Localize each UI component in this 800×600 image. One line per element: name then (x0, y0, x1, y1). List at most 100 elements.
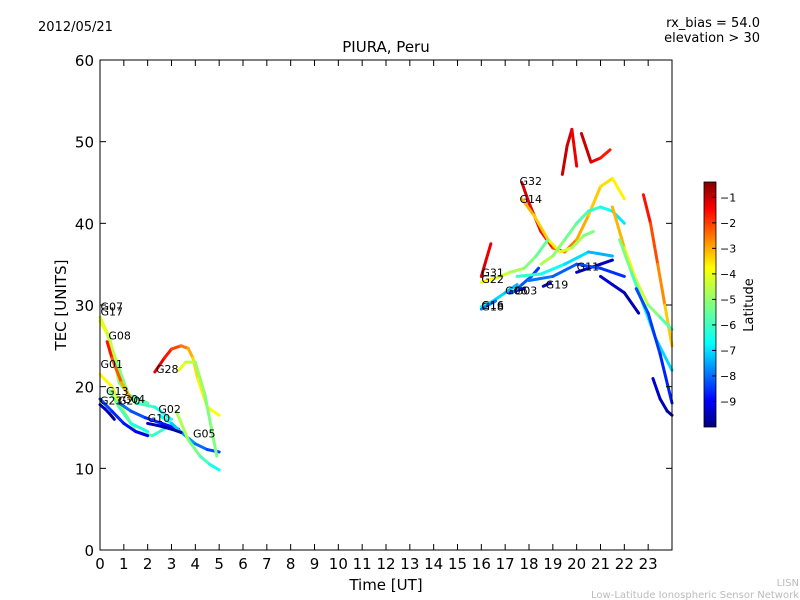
series-segment (575, 266, 591, 274)
series-segment (560, 144, 569, 176)
y-tick-label: 30 (75, 297, 94, 315)
series-g25b (515, 250, 614, 278)
series-segment (658, 397, 669, 413)
series-segment (563, 221, 579, 242)
series-segment (541, 281, 552, 288)
series-segment (610, 176, 626, 201)
series-segment (587, 250, 614, 258)
series-g28 (153, 344, 221, 417)
series-segment (570, 127, 579, 168)
series-segment (170, 427, 183, 434)
series-segment (193, 360, 207, 397)
series-segment (186, 346, 195, 360)
series-label: G16 (481, 299, 504, 312)
series-g19 (541, 281, 552, 288)
x-tick-label: 23 (639, 555, 658, 573)
elevation-label: elevation > 30 (664, 31, 760, 46)
series-segment (515, 287, 526, 292)
series-segment (551, 262, 579, 278)
x-tick-label: 7 (262, 555, 272, 573)
series-g05 (174, 409, 221, 472)
x-tick-label: 9 (310, 555, 320, 573)
series-segment (570, 234, 586, 250)
series-segment (658, 315, 674, 331)
series-segment (510, 283, 524, 295)
series-segment (563, 250, 591, 266)
series-segment (582, 230, 595, 238)
series-segment (634, 279, 650, 307)
x-tick-label: 11 (353, 555, 372, 573)
series-g30b (610, 205, 674, 331)
y-tick-label: 0 (84, 542, 94, 560)
series-segment (599, 176, 614, 189)
series-segment (479, 258, 488, 278)
series-segment (105, 340, 114, 360)
series-segment (119, 381, 133, 401)
series-segment (110, 385, 126, 413)
series-label: G10 (148, 412, 171, 425)
x-tick-label: 16 (472, 555, 491, 573)
series-segment (575, 213, 591, 242)
series-layer (98, 127, 674, 472)
series-label: G20 (118, 395, 141, 408)
series-segment (503, 283, 519, 295)
colorbar (703, 181, 717, 428)
date-label: 2012/05/21 (38, 20, 113, 35)
series-g22 (479, 238, 550, 284)
x-tick-label: 10 (329, 555, 348, 573)
series-g10 (146, 421, 183, 434)
series-g26b (527, 262, 626, 282)
series-g31 (479, 242, 493, 278)
series-segment (146, 421, 162, 428)
colorbar-tick-label: −7 (720, 344, 736, 357)
series-segment (186, 438, 202, 458)
series-segment (134, 430, 150, 438)
series-segment (520, 197, 536, 217)
colorbar-tick-label: −3 (720, 242, 736, 255)
series-segment (539, 254, 555, 266)
series-segment (646, 311, 662, 356)
series-label: G23 (100, 395, 123, 408)
series-segment (599, 274, 614, 287)
y-tick-label: 50 (75, 134, 94, 152)
series-segment (508, 266, 526, 274)
series-g12b (579, 132, 612, 164)
series-label: G13 (106, 385, 129, 398)
series-segment (622, 291, 641, 315)
y-axis-label: TEC [UNITS] (52, 260, 70, 352)
series-segment (646, 303, 662, 319)
series-segment (108, 389, 121, 409)
series-segment (98, 397, 114, 413)
series-label: G04 (123, 393, 146, 406)
x-tick-label: 4 (191, 555, 201, 573)
series-segment (143, 416, 164, 425)
x-tick-label: 17 (496, 555, 515, 573)
series-segment (127, 393, 150, 405)
x-tick-label: 22 (615, 555, 634, 573)
colorbar-label: Latitude (742, 278, 757, 332)
colorbar-tick-label: −1 (720, 191, 736, 204)
y-tick-label: 40 (75, 215, 94, 233)
x-tick-label: 18 (519, 555, 538, 573)
series-g35b (651, 377, 674, 417)
series-segment (153, 356, 166, 374)
series-segment (587, 205, 602, 213)
series-segment (610, 205, 626, 250)
series-segment (558, 246, 574, 254)
series-segment (520, 181, 531, 205)
series-segment (486, 299, 498, 307)
series-segment (534, 238, 550, 258)
series-segment (551, 238, 567, 258)
series-segment (527, 274, 555, 282)
x-axis-label: Time [UT] (348, 576, 422, 594)
series-segment (599, 258, 614, 266)
series-segment (479, 276, 498, 284)
series-segment (193, 442, 209, 452)
series-segment (208, 462, 221, 472)
series-g18 (479, 299, 498, 311)
series-segment (158, 413, 173, 425)
y-tick-label: 20 (75, 379, 94, 397)
series-segment (484, 242, 493, 262)
series-segment (634, 287, 650, 315)
series-g20b (560, 127, 579, 176)
